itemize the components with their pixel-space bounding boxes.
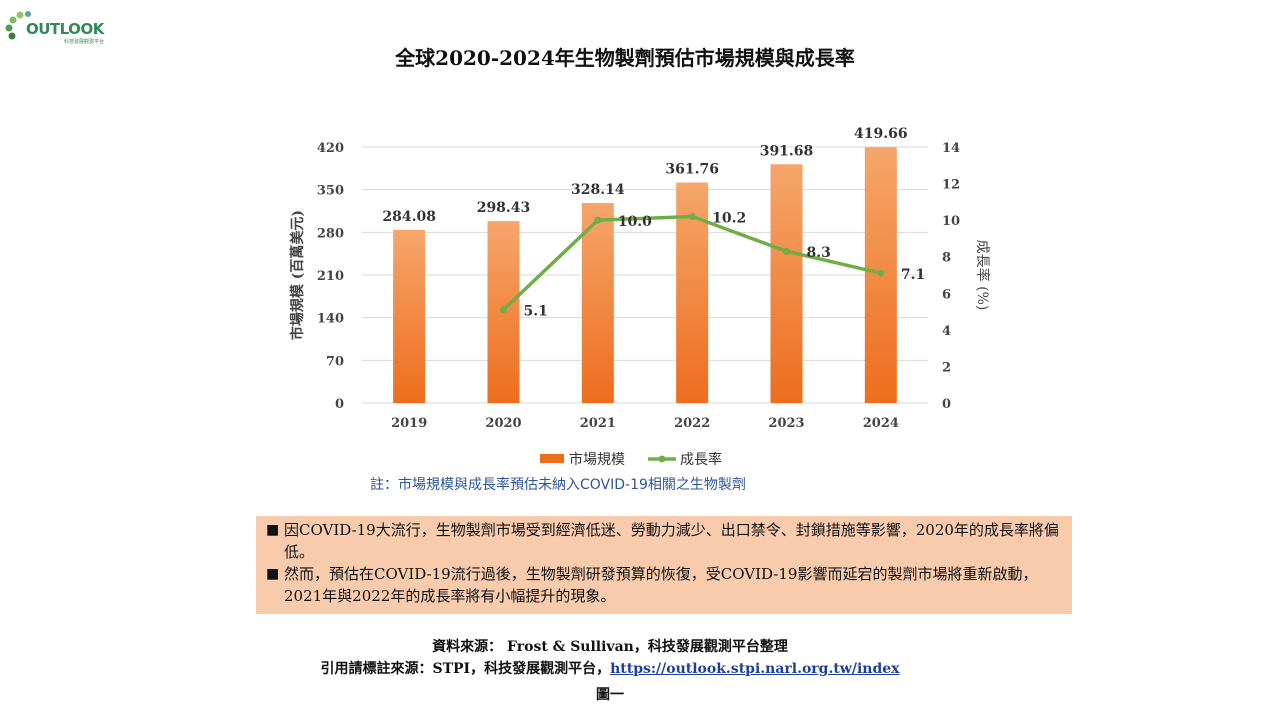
growth-point — [783, 247, 790, 255]
growth-value-label: 8.3 — [807, 245, 831, 261]
y2-tick-label: 2 — [942, 360, 951, 375]
bar — [581, 202, 614, 403]
logo-text: OUTLOOK — [26, 20, 104, 38]
logo-dots-icon — [5, 11, 31, 40]
citation: 引用請標註來源：STPI，科技發展觀測平台，https://outlook.st… — [0, 658, 1220, 678]
growth-point — [877, 269, 885, 277]
y2-tick-label: 10 — [942, 214, 960, 229]
chart-title: 全球2020-2024年生物製劑預估市場規模與成長率 — [395, 46, 855, 70]
x-tick-label: 2024 — [863, 416, 899, 431]
growth-point — [594, 216, 602, 224]
summary-box: 因COVID-19大流行，生物製劑市場受到經濟低迷、勞動力減少、出口禁令、封鎖措… — [256, 516, 1072, 614]
citation-prefix: 引用請標註來源：STPI，科技發展觀測平台， — [320, 661, 611, 677]
y-tick-label: 280 — [317, 226, 344, 241]
legend-bar-label: 市場規模 — [569, 451, 625, 468]
logo-subtext: 科技發展觀測平台 — [64, 39, 105, 45]
logo: OUTLOOK 科技發展觀測平台 — [4, 6, 114, 48]
y-axis-label: 市場規模 (百萬美元) — [289, 210, 306, 340]
bar-value-label: 298.43 — [477, 200, 531, 216]
growth-point — [500, 306, 507, 314]
figure-label: 圖一 — [596, 687, 624, 703]
y-tick-label: 70 — [326, 354, 344, 369]
x-tick-label: 2021 — [580, 416, 616, 431]
y2-tick-label: 6 — [942, 287, 951, 302]
y-tick-label: 350 — [317, 184, 344, 199]
data-source: 資料來源： Frost & Sullivan，科技發展觀測平台整理 — [432, 639, 788, 655]
x-tick-label: 2023 — [768, 416, 804, 431]
citation-link[interactable]: https://outlook.stpi.narl.org.tw/index — [610, 661, 900, 677]
y-tick-label: 210 — [317, 269, 344, 284]
y-tick-label: 0 — [335, 397, 344, 412]
y2-tick-label: 12 — [942, 178, 960, 193]
y2-tick-label: 8 — [942, 251, 951, 266]
y2-tick-label: 4 — [942, 324, 951, 339]
bar-value-label: 328.14 — [571, 182, 625, 198]
growth-value-label: 10.2 — [712, 210, 746, 226]
bar-value-label: 284.08 — [382, 209, 436, 225]
combo-chart: 284.08 298.43 328.14 361.76 391.68 419.66 5.1 1… — [289, 126, 991, 468]
summary-bullet: 然而，預估在COVID-19流行過後，生物製劑研發預算的恢復，受COVID-19… — [266, 563, 1062, 607]
growth-value-label: 10.0 — [618, 214, 652, 230]
bar-value-label: 391.68 — [760, 143, 814, 159]
legend-line-marker — [658, 455, 666, 463]
legend-line-label: 成長率 — [680, 451, 722, 468]
x-tick-label: 2020 — [485, 416, 521, 431]
growth-value-label: 5.1 — [524, 304, 548, 320]
chart-note: 註：市場規模與成長率預估未納入COVID-19相關之生物製劑 — [370, 477, 746, 493]
legend-bar-swatch — [540, 454, 564, 463]
x-tick-label: 2022 — [674, 416, 710, 431]
bar — [770, 164, 803, 403]
summary-bullet: 因COVID-19大流行，生物製劑市場受到經濟低迷、勞動力減少、出口禁令、封鎖措… — [266, 519, 1062, 563]
y-tick-label: 420 — [317, 141, 344, 156]
bar-value-label: 361.76 — [665, 161, 719, 177]
bar — [393, 229, 426, 403]
y2-tick-label: 0 — [942, 397, 951, 412]
x-tick-label: 2019 — [391, 416, 427, 431]
y-tick-label: 140 — [317, 312, 344, 327]
y2-tick-label: 14 — [942, 141, 960, 156]
y2-axis-label: 成長率 (%) — [974, 240, 991, 311]
growth-point — [688, 212, 696, 220]
growth-value-label: 7.1 — [901, 267, 925, 283]
bar-value-label: 419.66 — [854, 126, 908, 142]
